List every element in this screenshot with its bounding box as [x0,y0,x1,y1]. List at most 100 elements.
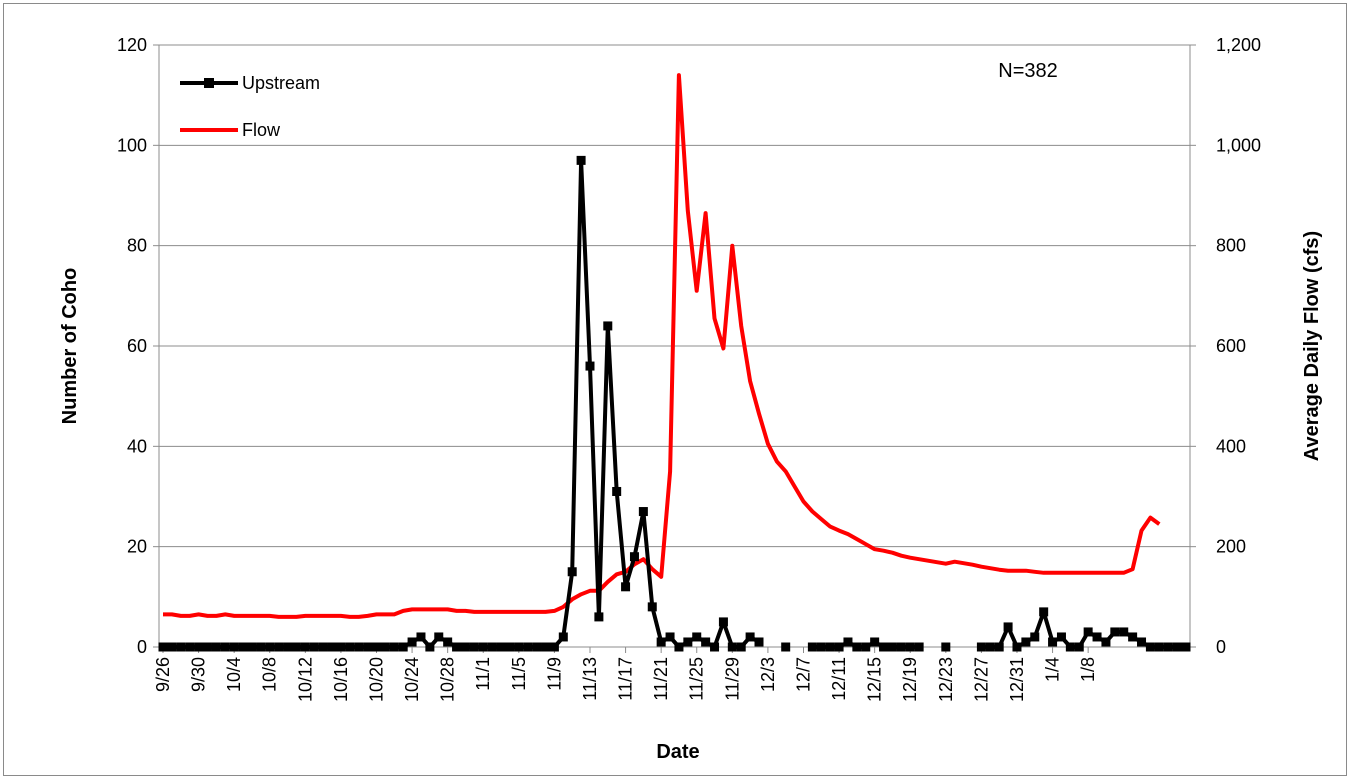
upstream-point [1092,632,1102,642]
upstream-point [487,642,497,652]
upstream-point [1048,637,1058,647]
upstream-point [541,642,551,652]
x-tick-label: 1/8 [1078,657,1098,682]
upstream-point [300,642,310,652]
legend-label-upstream: Upstream [242,73,320,93]
upstream-point [416,632,426,642]
x-tick-label: 10/16 [331,657,351,702]
y-tick-label: 80 [127,236,147,256]
upstream-point [1172,642,1182,652]
upstream-point [265,642,275,652]
upstream-point [1154,642,1164,652]
y-tick-label: 120 [117,35,147,55]
upstream-point [336,642,346,652]
upstream-point [194,642,204,652]
x-tick-label: 12/7 [793,657,813,692]
y2-tick-label: 1,000 [1216,135,1261,155]
upstream-point [647,602,657,612]
x-tick-label: 11/25 [687,657,707,701]
x-tick-label: 9/30 [189,657,209,692]
legend-label-flow: Flow [242,120,281,140]
upstream-point [718,617,728,627]
x-axis-title: Date [656,741,699,763]
x-tick-label: 10/24 [402,657,422,702]
upstream-point [976,642,986,652]
y-axis-right: 0 200 400 600 800 1,000 1,200 [1190,35,1261,657]
upstream-point [532,642,542,652]
y-axis-left: 0 20 40 60 80 100 120 [117,35,159,657]
upstream-point [327,642,337,652]
upstream-point [443,637,453,647]
x-tick-label: 11/1 [473,657,493,691]
upstream-point [345,642,355,652]
upstream-point [585,361,595,371]
x-tick-label: 11/5 [509,657,529,691]
upstream-point [363,642,373,652]
upstream-point [816,642,826,652]
upstream-point [238,642,248,652]
upstream-point [701,637,711,647]
upstream-point [1101,637,1111,647]
x-tick-label: 10/28 [438,657,458,702]
upstream-point [185,642,195,652]
upstream-point [736,642,746,652]
x-tick-label: 10/8 [260,657,280,692]
upstream-point [469,642,479,652]
upstream-point [674,642,684,652]
upstream-point [905,642,915,652]
upstream-point [558,632,568,642]
upstream-point [1074,642,1084,652]
y2-axis-title: Average Daily Flow (cfs) [1301,231,1323,461]
x-axis: 9/26 9/30 10/4 10/8 10/12 10/16 10/20 10/24 10/2… [153,647,1098,702]
upstream-point [452,642,462,652]
upstream-point [994,642,1004,652]
upstream-point [656,637,666,647]
y2-tick-label: 0 [1216,637,1226,657]
upstream-point [603,321,613,331]
y2-tick-label: 1,200 [1216,35,1261,55]
x-tick-label: 10/4 [224,657,244,692]
upstream-point [638,507,648,517]
upstream-point [941,642,951,652]
x-tick-label: 1/4 [1043,657,1063,682]
x-tick-label: 9/26 [153,657,173,692]
upstream-point [879,642,889,652]
upstream-point [807,642,817,652]
upstream-point [781,642,791,652]
legend-marker-upstream [204,78,214,88]
upstream-point [1128,632,1138,642]
upstream-point [594,612,604,622]
x-tick-label: 12/31 [1007,657,1027,702]
upstream-point [665,632,675,642]
upstream-point [896,642,906,652]
upstream-point [683,637,693,647]
x-tick-label: 12/11 [829,657,849,701]
upstream-point [745,632,755,642]
upstream-point [887,642,897,652]
x-tick-label: 12/15 [865,657,885,702]
upstream-point [220,642,230,652]
x-tick-label: 11/9 [544,657,564,691]
upstream-point [274,642,284,652]
upstream-point [514,642,524,652]
x-tick-label: 10/20 [366,657,386,702]
y2-tick-label: 400 [1216,436,1246,456]
upstream-point [256,642,266,652]
upstream-point [1012,642,1022,652]
upstream-point [861,642,871,652]
upstream-point [318,642,328,652]
upstream-point [985,642,995,652]
x-tick-label: 11/17 [616,657,636,701]
upstream-point [434,632,444,642]
sample-size-annotation: N=382 [998,60,1058,82]
upstream-point [1110,627,1120,637]
upstream-point [309,642,319,652]
upstream-point [1065,642,1075,652]
upstream-point [398,642,408,652]
upstream-point [247,642,257,652]
x-tick-label: 12/19 [900,657,920,702]
upstream-point [1003,622,1013,632]
upstream-point [870,637,880,647]
y2-tick-label: 800 [1216,236,1246,256]
upstream-point [1083,627,1093,637]
